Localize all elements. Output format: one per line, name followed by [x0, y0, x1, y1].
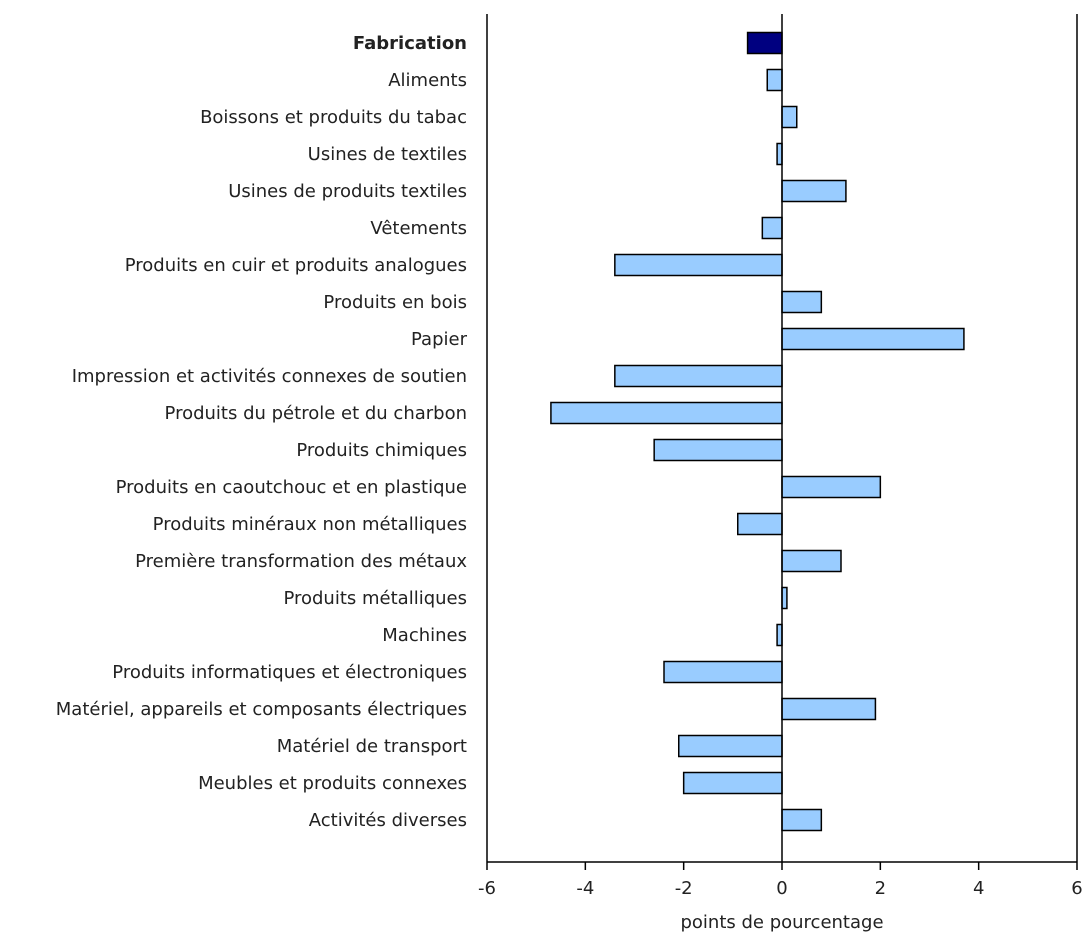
bar	[781, 549, 842, 573]
bar	[781, 290, 823, 314]
bar	[781, 808, 823, 832]
bar	[761, 216, 783, 240]
bar	[550, 401, 783, 425]
category-label: Produits minéraux non métalliques	[153, 514, 467, 535]
x-tick-label: -4	[576, 878, 594, 899]
category-label: Fabrication	[353, 33, 467, 54]
bars	[550, 31, 965, 832]
bar	[653, 438, 783, 462]
category-label: Première transformation des métaux	[135, 551, 467, 572]
bar	[678, 734, 783, 758]
bar	[663, 660, 783, 684]
category-label: Papier	[411, 329, 468, 350]
category-labels: Fabrication Aliments Boissons et produits …	[56, 33, 468, 831]
category-label: Produits métalliques	[283, 588, 467, 609]
category-label: Vêtements	[370, 218, 467, 239]
x-ticks: -6 -4 -2 0 2 4 6	[478, 862, 1083, 899]
bar	[781, 179, 847, 203]
category-label: Produits en caoutchouc et en plastique	[116, 477, 467, 498]
category-label: Matériel, appareils et composants électr…	[56, 699, 467, 720]
category-label: Meubles et produits connexes	[198, 773, 467, 794]
bar	[766, 68, 783, 92]
x-axis-label: points de pourcentage	[680, 912, 883, 933]
bar	[614, 364, 783, 388]
x-tick-label: 0	[776, 878, 787, 899]
bar	[781, 105, 798, 129]
category-label: Produits en bois	[323, 292, 467, 313]
category-label: Machines	[382, 625, 467, 646]
category-label: Produits en cuir et produits analogues	[125, 255, 467, 276]
x-tick-label: -6	[478, 878, 496, 899]
bar	[682, 771, 783, 795]
bar	[781, 327, 965, 351]
category-label: Impression et activités connexes de sout…	[72, 366, 467, 387]
bar	[737, 512, 783, 536]
category-label: Produits du pétrole et du charbon	[165, 403, 467, 424]
bar	[614, 253, 783, 277]
category-label: Usines de textiles	[308, 144, 467, 165]
category-label: Produits informatiques et électroniques	[112, 662, 467, 683]
category-label: Matériel de transport	[277, 736, 467, 757]
bar	[746, 31, 783, 55]
bar	[781, 697, 877, 721]
category-label: Produits chimiques	[296, 440, 467, 461]
axes	[486, 14, 1078, 863]
category-label: Activités diverses	[309, 810, 467, 831]
x-tick-label: 6	[1071, 878, 1082, 899]
x-tick-label: 4	[973, 878, 984, 899]
category-label: Boissons et produits du tabac	[200, 107, 467, 128]
bar	[781, 475, 882, 499]
x-tick-label: -2	[675, 878, 693, 899]
category-label: Aliments	[388, 70, 467, 91]
x-tick-label: 2	[875, 878, 886, 899]
category-label: Usines de produits textiles	[228, 181, 467, 202]
